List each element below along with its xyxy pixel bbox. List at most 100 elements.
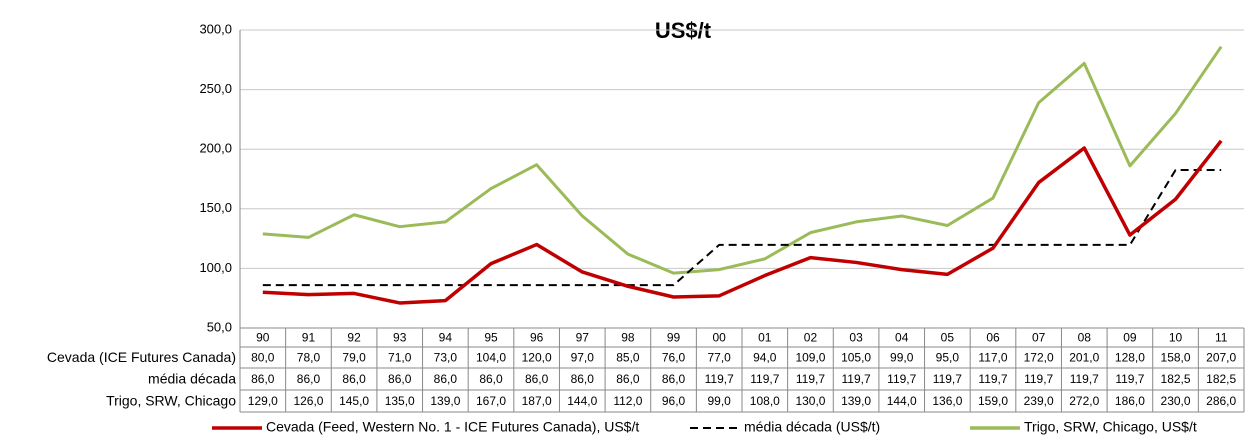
table-cell: 78,0 xyxy=(297,351,321,365)
table-cell: 109,0 xyxy=(795,351,825,365)
table-cell: 187,0 xyxy=(522,394,552,408)
table-cell: 105,0 xyxy=(841,351,871,365)
table-cell: 272,0 xyxy=(1069,394,1099,408)
table-row-label: média década xyxy=(148,371,236,387)
table-cell: 119,7 xyxy=(978,372,1007,386)
table-cell: 119,7 xyxy=(887,372,916,386)
x-tick-label: 11 xyxy=(1215,331,1228,345)
table-cell: 99,0 xyxy=(890,351,914,365)
table-cell: 71,0 xyxy=(388,351,412,365)
x-tick-label: 09 xyxy=(1123,331,1137,345)
table-cell: 120,0 xyxy=(522,351,552,365)
table-cell: 104,0 xyxy=(476,351,506,365)
table-row-label: Trigo, SRW, Chicago xyxy=(106,393,236,409)
table-cell: 139,0 xyxy=(430,394,460,408)
x-tick-label: 90 xyxy=(256,331,270,345)
table-cell: 135,0 xyxy=(385,394,415,408)
x-tick-label: 92 xyxy=(347,331,361,345)
table-cell: 119,7 xyxy=(933,372,962,386)
x-tick-label: 10 xyxy=(1169,331,1183,345)
x-tick-label: 05 xyxy=(941,331,955,345)
x-tick-label: 94 xyxy=(439,331,453,345)
table-cell: 207,0 xyxy=(1206,351,1236,365)
table-cell: 182,5 xyxy=(1206,372,1236,386)
table-cell: 73,0 xyxy=(434,351,458,365)
x-tick-label: 98 xyxy=(621,331,635,345)
table-cell: 86,0 xyxy=(525,372,549,386)
table-cell: 158,0 xyxy=(1161,351,1191,365)
x-tick-label: 04 xyxy=(895,331,909,345)
table-cell: 286,0 xyxy=(1206,394,1236,408)
x-tick-label: 97 xyxy=(576,331,590,345)
table-cell: 99,0 xyxy=(708,394,732,408)
table-cell: 86,0 xyxy=(616,372,640,386)
x-tick-label: 99 xyxy=(667,331,681,345)
table-cell: 145,0 xyxy=(339,394,369,408)
table-cell: 182,5 xyxy=(1161,372,1191,386)
legend-label: média década (US$/t) xyxy=(744,419,880,435)
table-cell: 80,0 xyxy=(251,351,275,365)
table-cell: 108,0 xyxy=(750,394,780,408)
table-cell: 86,0 xyxy=(342,372,366,386)
series-line xyxy=(262,139,1223,305)
table-cell: 119,7 xyxy=(1024,372,1053,386)
table-cell: 95,0 xyxy=(936,351,960,365)
table-cell: 119,7 xyxy=(796,372,825,386)
table-cell: 129,0 xyxy=(248,394,278,408)
table-cell: 239,0 xyxy=(1024,394,1054,408)
y-tick-label: 250,0 xyxy=(199,81,232,96)
table-cell: 94,0 xyxy=(753,351,777,365)
x-tick-label: 02 xyxy=(804,331,818,345)
x-tick-label: 03 xyxy=(849,331,863,345)
table-cell: 130,0 xyxy=(795,394,825,408)
table-cell: 126,0 xyxy=(293,394,323,408)
table-cell: 112,0 xyxy=(613,394,642,408)
table-cell: 96,0 xyxy=(662,394,686,408)
y-tick-label: 50,0 xyxy=(207,319,232,334)
y-tick-label: 150,0 xyxy=(199,200,232,215)
table-cell: 117,0 xyxy=(978,351,1007,365)
table-cell: 97,0 xyxy=(571,351,595,365)
table-cell: 139,0 xyxy=(841,394,871,408)
series-line xyxy=(262,169,1222,287)
table-cell: 76,0 xyxy=(662,351,686,365)
y-tick-label: 300,0 xyxy=(199,21,232,36)
x-tick-label: 06 xyxy=(986,331,1000,345)
x-tick-label: 95 xyxy=(484,331,498,345)
table-cell: 230,0 xyxy=(1161,394,1191,408)
table-cell: 79,0 xyxy=(342,351,366,365)
table-cell: 86,0 xyxy=(571,372,595,386)
legend-label: Trigo, SRW, Chicago, US$/t xyxy=(1024,419,1197,435)
table-cell: 86,0 xyxy=(297,372,321,386)
table-cell: 172,0 xyxy=(1024,351,1054,365)
table-cell: 86,0 xyxy=(434,372,458,386)
x-tick-label: 91 xyxy=(302,331,316,345)
table-cell: 136,0 xyxy=(932,394,962,408)
table-cell: 86,0 xyxy=(388,372,412,386)
table-row-label: Cevada (ICE Futures Canada) xyxy=(47,349,236,365)
x-tick-label: 01 xyxy=(758,331,772,345)
y-tick-label: 100,0 xyxy=(199,260,232,275)
x-tick-label: 96 xyxy=(530,331,544,345)
table-cell: 86,0 xyxy=(662,372,686,386)
table-cell: 119,7 xyxy=(1070,372,1099,386)
table-cell: 119,7 xyxy=(1115,372,1144,386)
table-cell: 119,7 xyxy=(842,372,871,386)
table-cell: 119,7 xyxy=(750,372,779,386)
table-cell: 201,0 xyxy=(1069,351,1099,365)
series-line xyxy=(262,45,1223,275)
table-cell: 159,0 xyxy=(978,394,1008,408)
table-cell: 85,0 xyxy=(616,351,640,365)
table-cell: 86,0 xyxy=(479,372,503,386)
x-tick-label: 93 xyxy=(393,331,407,345)
y-tick-label: 200,0 xyxy=(199,141,232,156)
table-cell: 167,0 xyxy=(476,394,506,408)
table-cell: 144,0 xyxy=(567,394,597,408)
table-cell: 86,0 xyxy=(251,372,275,386)
legend-label: Cevada (Feed, Western No. 1 - ICE Future… xyxy=(266,419,639,435)
table-cell: 119,7 xyxy=(705,372,734,386)
x-tick-label: 08 xyxy=(1078,331,1092,345)
table-cell: 186,0 xyxy=(1115,394,1145,408)
